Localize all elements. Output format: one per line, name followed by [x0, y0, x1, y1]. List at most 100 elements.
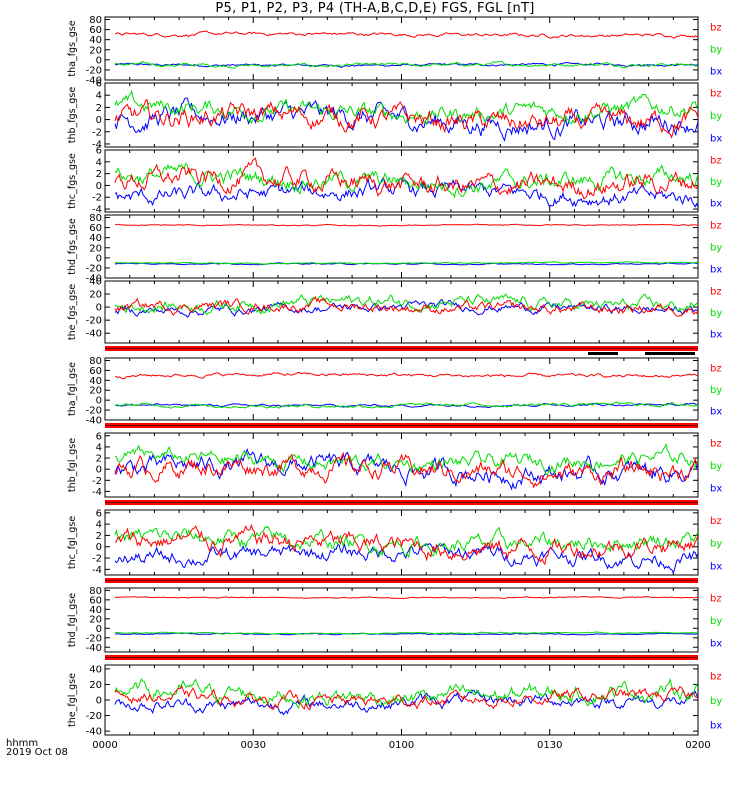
legend-bz: bz: [710, 439, 722, 450]
y-tick-label: -40: [86, 274, 102, 285]
y-tick-label: 20: [89, 290, 102, 301]
series-line-bx: [114, 402, 698, 409]
legend-by: by: [710, 45, 722, 56]
y-tick-label: -20: [86, 633, 102, 644]
y-tick-label: 20: [89, 680, 102, 691]
series-line-bx: [114, 542, 698, 574]
y-tick-label: 0: [96, 696, 102, 707]
legend-by: by: [710, 308, 722, 319]
legend-bx: bx: [710, 407, 722, 418]
legend-bx: bx: [710, 133, 722, 144]
y-tick-label: 60: [89, 366, 102, 377]
y-tick-label: 2: [96, 454, 102, 465]
x-tick-label: 0100: [389, 740, 414, 751]
x-tick-label: 0000: [92, 740, 117, 751]
x-tick-label: 0030: [241, 740, 266, 751]
legend-by: by: [710, 461, 722, 472]
y-tick-label: 0: [96, 465, 102, 476]
y-tick-label: 60: [89, 595, 102, 606]
y-tick-label: 80: [89, 356, 102, 367]
y-axis-label: thb_fgs_gse: [67, 87, 78, 144]
date-label: 2019 Oct 08: [6, 747, 68, 758]
legend-bz: bz: [710, 220, 722, 231]
y-tick-label: -2: [92, 193, 102, 204]
series-line-by: [114, 443, 698, 476]
legend-bx: bx: [710, 330, 722, 341]
legend-bz: bz: [710, 22, 722, 33]
y-tick-label: 6: [96, 431, 102, 442]
y-tick-label: -4: [92, 565, 102, 576]
series-line-by: [114, 525, 698, 559]
legend-bx: bx: [710, 638, 722, 649]
series-line-by: [114, 60, 698, 69]
series-line-bz: [114, 296, 698, 317]
legend-bx: bx: [710, 67, 722, 78]
y-tick-label: -4: [92, 139, 102, 150]
legend-bz: bz: [710, 363, 722, 374]
y-tick-label: 6: [96, 79, 102, 90]
legend-bx: bx: [710, 483, 722, 494]
series-line-bx: [114, 447, 698, 491]
series-line-bz: [114, 451, 698, 489]
legend-by: by: [710, 539, 722, 550]
series-line-bz: [114, 223, 698, 227]
legend-bx: bx: [710, 265, 722, 276]
y-tick-label: 40: [89, 376, 102, 387]
data-gap-marker: [645, 352, 695, 355]
y-tick-label: -20: [86, 316, 102, 327]
y-axis-label: tha_fgl_gse: [67, 362, 78, 416]
y-tick-label: -2: [92, 554, 102, 565]
legend-bz: bz: [710, 286, 722, 297]
y-tick-label: 40: [89, 277, 102, 288]
chart-title: P5, P1, P2, P3, P4 (TH-A,B,C,D,E) FGS, F…: [215, 1, 535, 16]
series-line-by: [114, 401, 698, 409]
y-tick-label: 0: [96, 181, 102, 192]
series-line-bz: [114, 523, 698, 566]
y-tick-label: -2: [92, 127, 102, 138]
y-tick-label: 2: [96, 103, 102, 114]
panel-the_fgs_gse: 40 20 0 -20 -40 the_fgs_gse bz by bx: [67, 277, 722, 351]
y-tick-label: 20: [89, 45, 102, 56]
y-tick-label: 80: [89, 15, 102, 26]
series-line-bz: [114, 596, 698, 600]
y-tick-label: 20: [89, 243, 102, 254]
legend-bx: bx: [710, 199, 722, 210]
series-line-by: [114, 162, 698, 199]
y-tick-label: 4: [96, 442, 102, 453]
y-tick-label: 0: [96, 542, 102, 553]
y-tick-label: 2: [96, 531, 102, 542]
y-tick-label: 6: [96, 508, 102, 519]
panel-frame: [104, 357, 699, 421]
y-tick-label: 0: [96, 115, 102, 126]
y-tick-label: -20: [86, 65, 102, 76]
time-axis-label: hhmm: [6, 738, 39, 749]
series-line-bx: [114, 689, 698, 716]
y-axis-label: tha_fgs_gse: [67, 20, 78, 76]
y-tick-label: 0: [96, 624, 102, 635]
y-axis-label: the_fgl_gse: [67, 673, 78, 727]
y-tick-label: 40: [89, 233, 102, 244]
legend-bz: bz: [710, 516, 722, 527]
series-line-bz: [114, 30, 698, 39]
panel-the_fgl_gse: 40 20 0 -20 -40 the_fgl_gse bz by bx: [67, 664, 722, 737]
y-axis-label: thd_fgs_gse: [67, 218, 78, 275]
y-tick-label: 40: [89, 664, 102, 675]
y-tick-label: 4: [96, 520, 102, 531]
y-tick-label: -20: [86, 263, 102, 274]
legend-bz: bz: [710, 155, 722, 166]
y-tick-label: 20: [89, 614, 102, 625]
panel-frame: [104, 214, 699, 279]
y-axis-label: the_fgs_gse: [67, 284, 78, 340]
series-line-by: [115, 261, 698, 265]
legend-by: by: [710, 177, 722, 188]
y-tick-label: -40: [86, 416, 102, 427]
y-tick-label: 20: [89, 386, 102, 397]
y-tick-label: 2: [96, 169, 102, 180]
y-tick-label: 40: [89, 605, 102, 616]
series-line-bz: [114, 98, 698, 139]
